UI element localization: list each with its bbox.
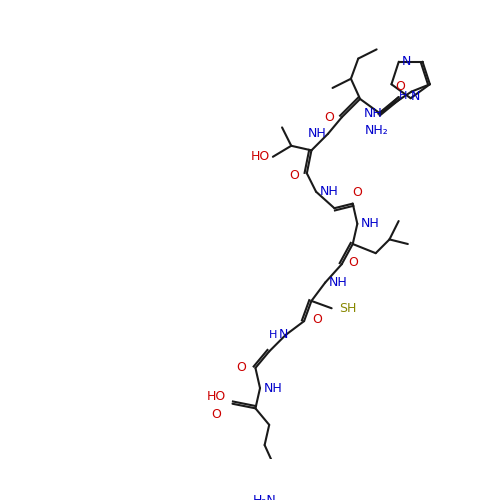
Text: NH: NH (308, 128, 326, 140)
Text: H₂N: H₂N (252, 494, 276, 500)
Text: N: N (279, 328, 288, 342)
Text: O: O (312, 313, 322, 326)
Text: H: H (399, 92, 407, 102)
Text: SH: SH (340, 302, 357, 315)
Text: H: H (268, 330, 277, 340)
Text: HO: HO (206, 390, 226, 403)
Text: O: O (396, 80, 406, 92)
Text: HO: HO (250, 150, 270, 164)
Text: O: O (211, 408, 221, 422)
Text: N: N (410, 90, 420, 103)
Text: O: O (236, 362, 246, 374)
Text: O: O (348, 256, 358, 269)
Text: N: N (402, 55, 411, 68)
Text: O: O (352, 186, 362, 199)
Text: NH: NH (264, 382, 282, 394)
Text: NH₂: NH₂ (364, 124, 388, 136)
Text: O: O (289, 168, 299, 181)
Text: NH: NH (320, 185, 338, 198)
Text: NH: NH (364, 107, 382, 120)
Text: NH: NH (361, 218, 380, 230)
Text: O: O (324, 111, 334, 124)
Text: NH: NH (328, 276, 347, 289)
